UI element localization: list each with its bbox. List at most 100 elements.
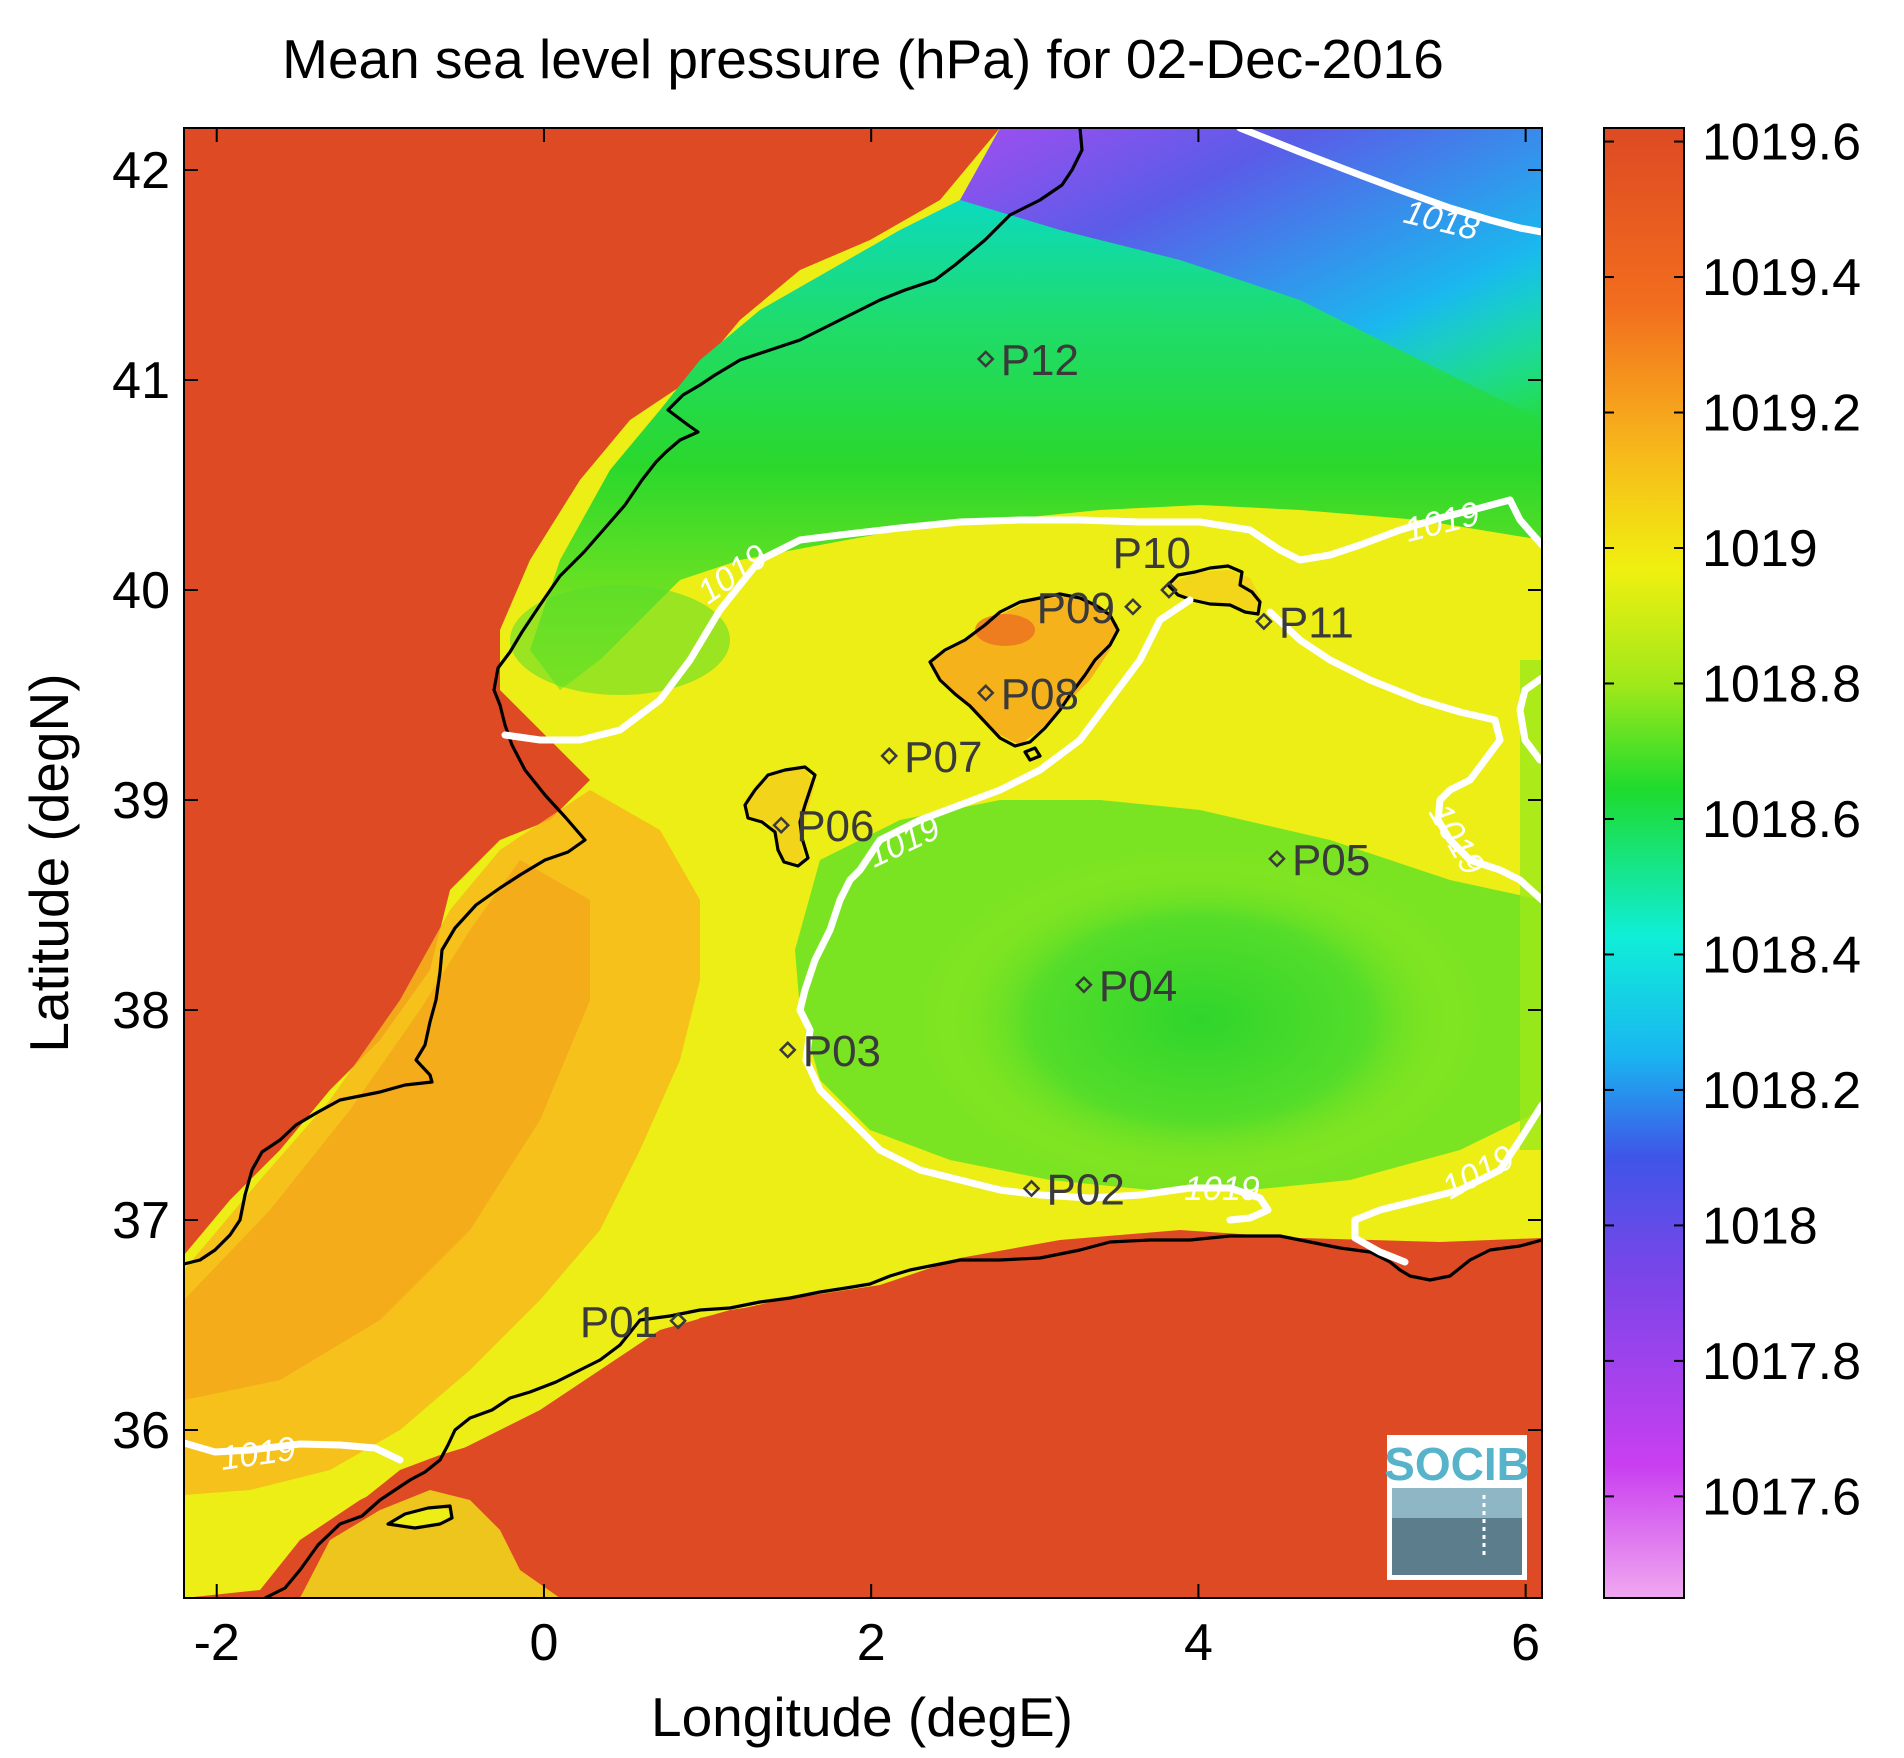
sea-green-west (510, 585, 730, 695)
colorbar-tick-label: 1017.6 (1702, 1468, 1861, 1526)
station-label: P12 (1001, 336, 1079, 385)
sea-east-edge (1520, 660, 1542, 1150)
station-label: P07 (904, 733, 982, 782)
logo-gradient-top (1392, 1488, 1522, 1518)
contour-1019-southeast (1351, 1101, 1542, 1266)
sea-northeast-blue (960, 128, 1542, 420)
coastline-menorca (1166, 564, 1262, 616)
station-markers: P01 P02 P03 P04 P05 P06 P07 P08 P09 P10 P11 P12 (580, 336, 1370, 1347)
contour-label-1019-south: 1019 (1184, 1170, 1260, 1208)
station-p02: P02 (1022, 1166, 1125, 1215)
x-tick-label: 0 (529, 1614, 558, 1672)
islet-field (388, 1506, 452, 1528)
island-mallorca-hot (975, 614, 1035, 646)
sea-orange-core (184, 860, 590, 1400)
colorbar-tick-label: 1018.6 (1702, 791, 1861, 849)
station-p10: P10 (1113, 529, 1191, 599)
station-label: P11 (1279, 599, 1354, 648)
y-tick-label: 36 (112, 1402, 170, 1460)
station-p06: P06 (772, 802, 874, 851)
station-label: P09 (1037, 584, 1115, 633)
x-axis-label: Longitude (degE) (651, 1686, 1073, 1748)
colorbar: 1017.6 1017.8 1018 1018.2 1018.4 1018.6 1018.8… (1603, 114, 1861, 1599)
station-marker (1022, 1179, 1041, 1198)
station-label: P05 (1292, 836, 1370, 885)
station-p07: P07 (880, 733, 982, 782)
coastline-ibiza (743, 765, 817, 868)
colorbar-tick-label: 1018.2 (1702, 1062, 1861, 1120)
y-axis-label: Latitude (degN) (18, 673, 80, 1052)
station-label: P04 (1099, 962, 1177, 1011)
colorbar-ticks: 1017.6 1017.8 1018 1018.2 1018.4 1018.6 1018.8… (1604, 114, 1861, 1526)
coastlines (184, 128, 1542, 1598)
x-tick-label: -2 (194, 1614, 240, 1672)
station-p03: P03 (778, 1027, 881, 1076)
x-tick-label: 6 (1511, 1614, 1540, 1672)
station-p01: P01 (580, 1298, 687, 1347)
station-marker (880, 747, 899, 765)
contour-lines (184, 128, 1542, 1464)
contour-1019-southwest (184, 1439, 404, 1464)
contour-1018 (1236, 128, 1542, 236)
station-marker (669, 1311, 687, 1330)
contour-1019-channel (1516, 674, 1542, 764)
sea-low-core (920, 850, 1480, 1190)
y-axis-ticks: 36 37 38 39 40 41 42 (112, 142, 1542, 1460)
socib-logo: SOCIB (1384, 1435, 1530, 1580)
colorbar-tick-label: 1019.2 (1702, 385, 1861, 443)
station-marker (1255, 612, 1273, 631)
station-marker (976, 350, 995, 368)
colorbar-tick-label: 1018 (1702, 1197, 1818, 1255)
x-tick-label: 2 (857, 1614, 886, 1672)
logo-text: SOCIB (1384, 1438, 1530, 1490)
y-tick-label: 40 (112, 562, 170, 620)
y-tick-label: 41 (112, 352, 170, 410)
colorbar-tick-label: 1019.6 (1702, 114, 1861, 172)
station-marker (772, 816, 791, 835)
coastline-mallorca (928, 592, 1120, 748)
coastline-iberia (184, 128, 1084, 1266)
station-label: P02 (1047, 1166, 1125, 1215)
station-p05: P05 (1268, 836, 1370, 885)
station-p08: P08 (976, 670, 1079, 719)
map-panel: 1018 1019 1019 1019 1019 1019 1019 1019 … (184, 128, 1542, 1598)
island-ibiza-field (745, 768, 815, 866)
contour-1019-east-arc (1506, 496, 1542, 549)
station-label: P01 (580, 1298, 658, 1347)
y-tick-label: 42 (112, 142, 170, 200)
land-africa-fringe (300, 1490, 560, 1598)
station-marker (1268, 849, 1286, 868)
colorbar-tick-label: 1019 (1702, 520, 1818, 578)
station-p11: P11 (1255, 599, 1354, 648)
plot-frame (183, 127, 1543, 1599)
station-label: P03 (803, 1027, 881, 1076)
figure-title: Mean sea level pressure (hPa) for 02-Dec… (282, 28, 1444, 90)
station-p09: P09 (1037, 584, 1142, 633)
coastline-cabrera (1023, 746, 1042, 762)
y-tick-label: 39 (112, 772, 170, 830)
station-marker (778, 1041, 797, 1059)
station-label: P08 (1001, 670, 1079, 719)
station-marker (1075, 975, 1093, 994)
station-marker (976, 684, 995, 702)
y-tick-label: 37 (112, 1192, 170, 1250)
contour-1019-north-loop (501, 496, 1514, 744)
station-label: P06 (796, 802, 874, 851)
contour-1019-east-loop (1266, 608, 1542, 904)
land-africa (184, 1240, 1542, 1598)
colorbar-tick-label: 1019.4 (1702, 249, 1861, 307)
colorbar-tick-label: 1017.8 (1702, 1333, 1861, 1391)
coastline-africa (264, 1234, 1542, 1598)
colorbar-tick-label: 1018.4 (1702, 926, 1861, 984)
y-tick-label: 38 (112, 982, 170, 1040)
colorbar-tick-label: 1018.8 (1702, 655, 1861, 713)
coastline-alboran-islet (386, 1504, 454, 1530)
station-p12: P12 (976, 336, 1079, 385)
contour-1019-south-loop (796, 596, 1272, 1224)
station-marker (1160, 581, 1178, 599)
station-p04: P04 (1075, 962, 1177, 1011)
station-label: P10 (1113, 529, 1191, 578)
colorbar-gradient (1603, 127, 1685, 1599)
x-axis-ticks: -2 0 2 4 6 (194, 128, 1540, 1672)
